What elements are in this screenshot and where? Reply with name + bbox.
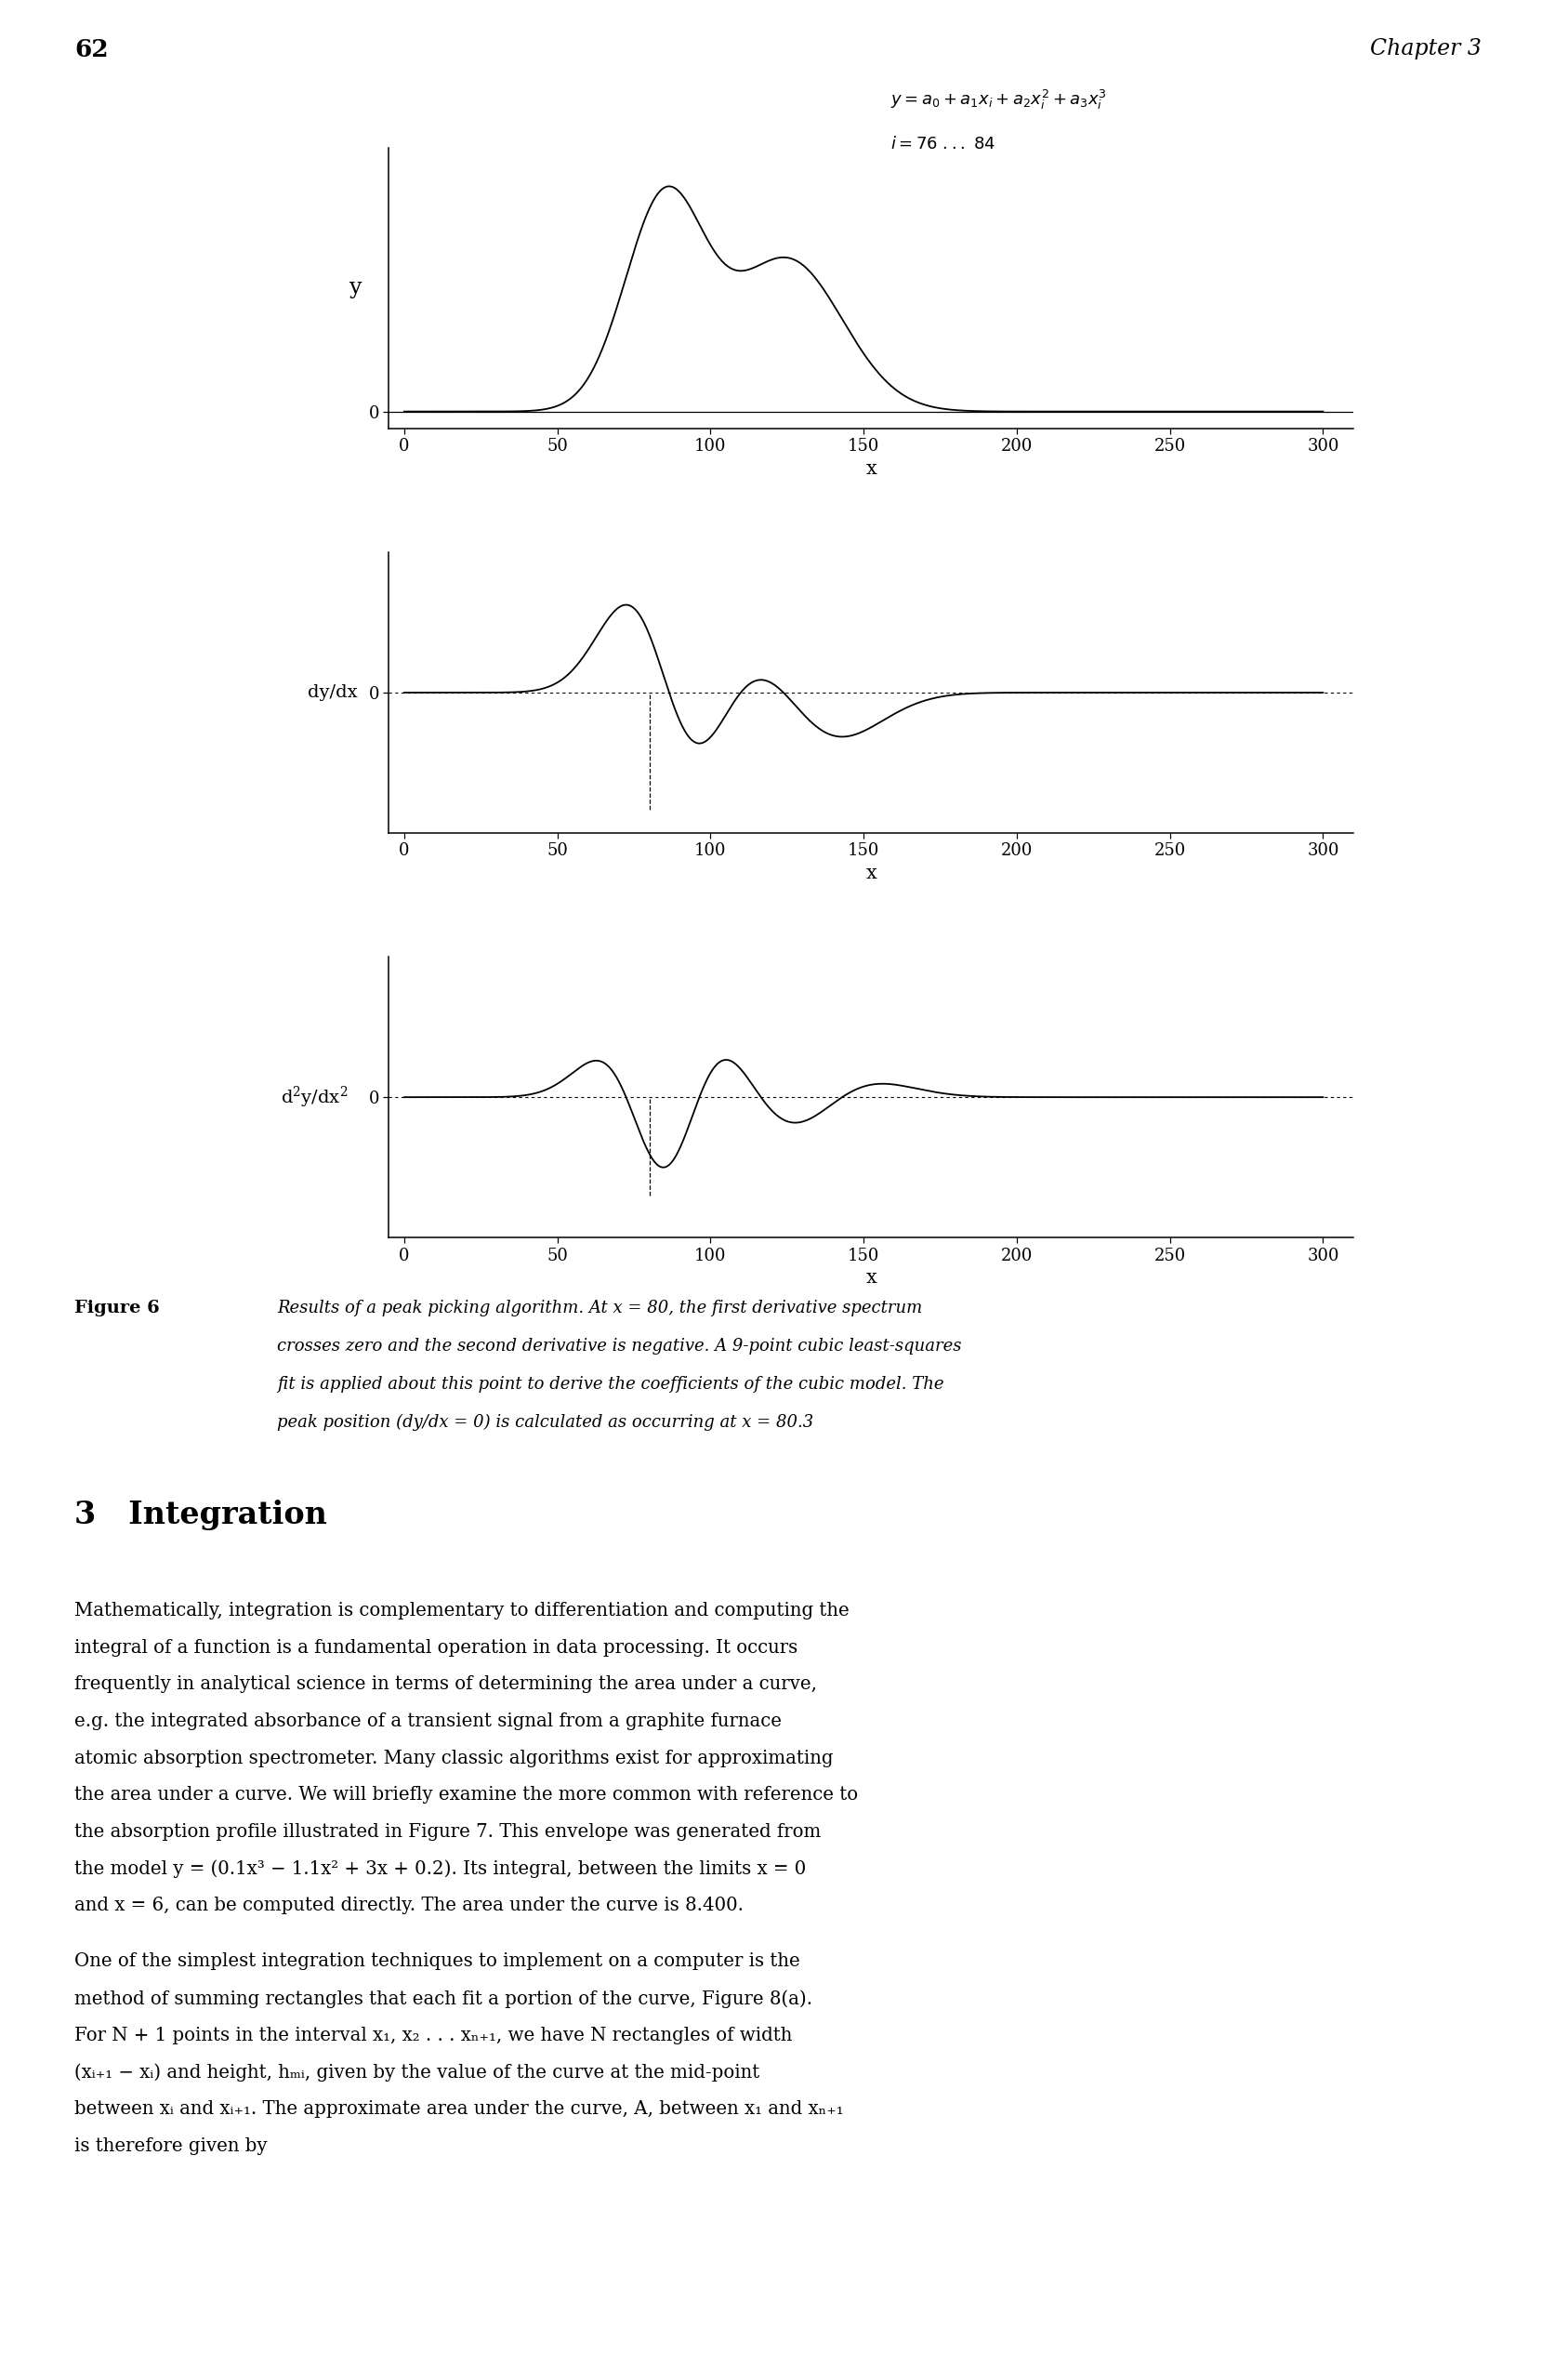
Text: the absorption profile illustrated in Figure 7. This envelope was generated from: the absorption profile illustrated in Fi…	[75, 1823, 821, 1840]
Text: the area under a curve. We will briefly examine the more common with reference t: the area under a curve. We will briefly …	[75, 1785, 858, 1804]
Y-axis label: dy/dx: dy/dx	[308, 683, 358, 702]
Text: peak position (dy/dx = 0) is calculated as occurring at x = 80.3: peak position (dy/dx = 0) is calculated …	[277, 1414, 813, 1430]
Text: the model y = (0.1x³ − 1.1x² + 3x + 0.2). Its integral, between the limits x = 0: the model y = (0.1x³ − 1.1x² + 3x + 0.2)…	[75, 1861, 805, 1878]
Text: crosses zero and the second derivative is negative. A 9-point cubic least-square: crosses zero and the second derivative i…	[277, 1338, 961, 1354]
Text: method of summing rectangles that each fit a portion of the curve, Figure 8(a).: method of summing rectangles that each f…	[75, 1990, 812, 2009]
Text: Results of a peak picking algorithm. At x = 80, the first derivative spectrum: Results of a peak picking algorithm. At …	[277, 1299, 922, 1316]
Y-axis label: $\mathregular{d^2y/dx^2}$: $\mathregular{d^2y/dx^2}$	[280, 1085, 348, 1109]
Text: frequently in analytical science in terms of determining the area under a curve,: frequently in analytical science in term…	[75, 1676, 816, 1692]
Text: atomic absorption spectrometer. Many classic algorithms exist for approximating: atomic absorption spectrometer. Many cla…	[75, 1749, 833, 1766]
Text: fit is applied about this point to derive the coefficients of the cubic model. T: fit is applied about this point to deriv…	[277, 1376, 944, 1392]
Text: is therefore given by: is therefore given by	[75, 2137, 267, 2154]
Text: e.g. the integrated absorbance of a transient signal from a graphite furnace: e.g. the integrated absorbance of a tran…	[75, 1714, 782, 1730]
Text: (xᵢ₊₁ − xᵢ) and height, hₘᵢ, given by the value of the curve at the mid-point: (xᵢ₊₁ − xᵢ) and height, hₘᵢ, given by th…	[75, 2063, 759, 2082]
Text: One of the simplest integration techniques to implement on a computer is the: One of the simplest integration techniqu…	[75, 1952, 799, 1971]
Text: integral of a function is a fundamental operation in data processing. It occurs: integral of a function is a fundamental …	[75, 1637, 798, 1656]
Text: Figure 6: Figure 6	[75, 1299, 160, 1316]
Text: Chapter 3: Chapter 3	[1368, 38, 1480, 60]
X-axis label: x: x	[865, 1269, 877, 1288]
Text: between xᵢ and xᵢ₊₁. The approximate area under the curve, A, between x₁ and xₙ₊: between xᵢ and xᵢ₊₁. The approximate are…	[75, 2102, 843, 2118]
X-axis label: x: x	[865, 864, 877, 883]
Text: For N + 1 points in the interval x₁, x₂ . . . xₙ₊₁, we have N rectangles of widt: For N + 1 points in the interval x₁, x₂ …	[75, 2028, 791, 2044]
Text: $y = a_0 + a_1x_i + a_2x_i^2 + a_3x_i^3$: $y = a_0 + a_1x_i + a_2x_i^2 + a_3x_i^3$	[889, 88, 1106, 112]
Text: 3   Integration: 3 Integration	[75, 1499, 327, 1530]
X-axis label: x: x	[865, 459, 877, 478]
Y-axis label: y: y	[350, 278, 362, 298]
Text: $i = 76\ ...\ 84$: $i = 76\ ...\ 84$	[889, 136, 995, 152]
Text: Mathematically, integration is complementary to differentiation and computing th: Mathematically, integration is complemen…	[75, 1602, 849, 1618]
Text: and x = 6, can be computed directly. The area under the curve is 8.400.: and x = 6, can be computed directly. The…	[75, 1897, 743, 1914]
Text: 62: 62	[75, 38, 109, 62]
